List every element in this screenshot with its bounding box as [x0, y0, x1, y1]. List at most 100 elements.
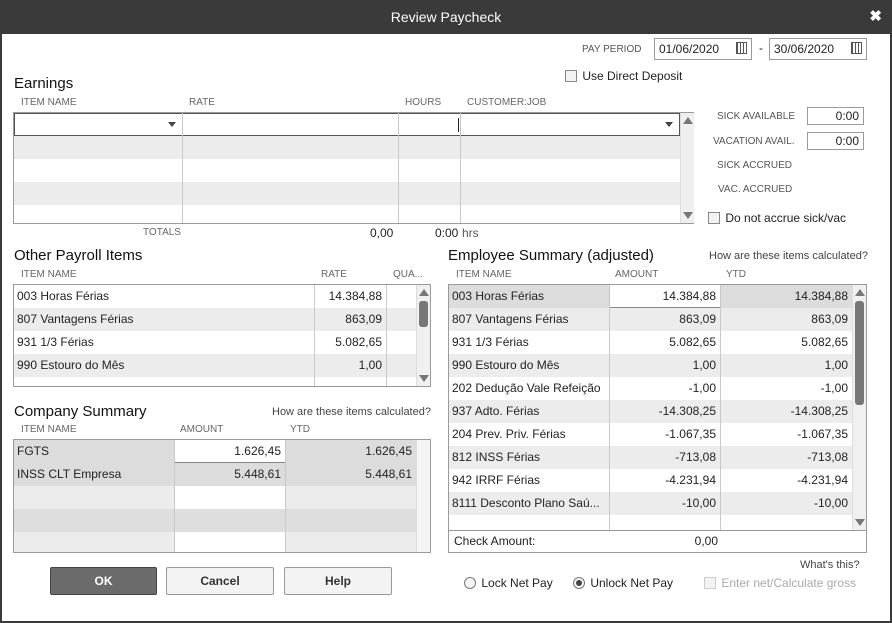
- calendar-icon[interactable]: [851, 42, 862, 54]
- table-row[interactable]: 942 IRRF Férias -4.231,94 -4.231,94: [449, 469, 852, 492]
- table-row[interactable]: [14, 159, 680, 182]
- ytd-cell: -4.231,94: [797, 473, 848, 487]
- table-row[interactable]: 931 1/3 Férias 5.082,65 5.082,65: [449, 331, 852, 354]
- company-summary-scrollbar[interactable]: [416, 440, 430, 552]
- table-row[interactable]: 204 Prev. Priv. Férias -1.067,35 -1.067,35: [449, 423, 852, 446]
- table-row[interactable]: 812 INSS Férias -713,08 -713,08: [449, 446, 852, 469]
- pay-period-from-field[interactable]: 01/06/2020: [654, 38, 752, 60]
- table-row[interactable]: 003 Horas Férias 14.384,88 14.384,88: [449, 285, 852, 308]
- table-row[interactable]: [14, 182, 680, 205]
- scroll-thumb[interactable]: [419, 301, 428, 327]
- ytd-cell: -1.067,35: [797, 427, 848, 441]
- no-accrue-checkbox[interactable]: [708, 211, 720, 224]
- calendar-icon[interactable]: [736, 42, 747, 54]
- table-row[interactable]: FGTS 1.626,45 1.626,45: [14, 440, 417, 463]
- lock-net-pay-option[interactable]: Lock Net Pay: [464, 575, 553, 590]
- table-row[interactable]: 807 Vantagens Férias 863,09: [14, 308, 417, 331]
- earnings-totals-label: TOTALS: [143, 227, 181, 238]
- pay-period-to-value: 30/06/2020: [774, 42, 835, 56]
- direct-deposit-label: Use Direct Deposit: [582, 68, 683, 83]
- other-payroll-grid: 003 Horas Férias 14.384,88 807 Vantagens…: [13, 284, 431, 387]
- scroll-down-icon[interactable]: [683, 212, 693, 219]
- amount-cell: 5.448,61: [234, 467, 281, 481]
- table-row[interactable]: 8111 Desconto Plano Saú... -10,00 -10,00: [449, 492, 852, 515]
- table-row[interactable]: 931 1/3 Férias 5.082,65: [14, 331, 417, 354]
- unlock-net-pay-radio[interactable]: [573, 576, 585, 589]
- rate-cell: 5.082,65: [335, 335, 382, 349]
- ytd-cell: -14.308,25: [790, 404, 848, 418]
- company-header-ytd: YTD: [290, 424, 310, 435]
- table-row[interactable]: [14, 136, 680, 159]
- employee-summary-scrollbar[interactable]: [852, 285, 866, 530]
- item-name-cell: 204 Prev. Priv. Férias: [452, 427, 566, 441]
- employee-summary-title: Employee Summary (adjusted): [448, 247, 654, 264]
- earnings-edit-row[interactable]: [14, 113, 680, 136]
- scroll-up-icon[interactable]: [419, 289, 429, 296]
- item-name-cell: 931 1/3 Férias: [17, 335, 94, 349]
- table-row[interactable]: 807 Vantagens Férias 863,09 863,09: [449, 308, 852, 331]
- table-row[interactable]: 990 Estouro do Mês 1,00: [14, 354, 417, 377]
- no-accrue-checkbox-row[interactable]: Do not accrue sick/vac: [708, 210, 846, 225]
- enter-net-checkbox[interactable]: [704, 576, 716, 589]
- unlock-net-pay-option[interactable]: Unlock Net Pay: [573, 575, 673, 590]
- sick-accrued-label: SICK ACCRUED: [717, 160, 793, 171]
- rate-cell: 863,09: [345, 312, 382, 326]
- vacation-available-field[interactable]: 0:00: [807, 132, 864, 150]
- sick-available-field[interactable]: 0:00: [807, 107, 864, 125]
- ytd-cell: -713,08: [807, 450, 848, 464]
- help-button[interactable]: Help: [284, 567, 392, 595]
- direct-deposit-checkbox-row[interactable]: Use Direct Deposit: [565, 68, 682, 83]
- table-row[interactable]: [14, 532, 417, 552]
- employee-header-ytd: YTD: [726, 269, 746, 280]
- rate-cell: 1,00: [358, 358, 382, 372]
- earnings-title: Earnings: [14, 75, 74, 92]
- cancel-button[interactable]: Cancel: [166, 567, 274, 595]
- company-how-calculated-link[interactable]: How are these items calculated?: [272, 406, 431, 418]
- enter-net-label: Enter net/Calculate gross: [721, 575, 857, 590]
- lock-net-pay-radio[interactable]: [464, 576, 476, 589]
- scroll-up-icon[interactable]: [683, 117, 693, 124]
- company-summary-title: Company Summary: [14, 403, 147, 420]
- employee-how-calculated-link[interactable]: How are these items calculated?: [709, 250, 868, 262]
- scroll-thumb[interactable]: [855, 301, 864, 405]
- vacation-available-label: VACATION AVAIL.: [713, 136, 795, 147]
- lock-net-pay-label: Lock Net Pay: [481, 575, 553, 590]
- enter-net-option[interactable]: Enter net/Calculate gross: [704, 575, 856, 590]
- table-row[interactable]: [14, 486, 417, 509]
- item-name-cell: INSS CLT Empresa: [17, 467, 122, 481]
- table-row[interactable]: INSS CLT Empresa 5.448,61 5.448,61: [14, 463, 417, 486]
- scroll-down-icon[interactable]: [419, 375, 429, 382]
- table-row[interactable]: [14, 205, 680, 223]
- amount-cell: -4.231,94: [665, 473, 716, 487]
- employee-header-amount: AMOUNT: [615, 269, 659, 280]
- table-row[interactable]: [449, 515, 852, 530]
- other-payroll-scrollbar[interactable]: [416, 285, 430, 386]
- pay-period-to-field[interactable]: 30/06/2020: [769, 38, 867, 60]
- scroll-down-icon[interactable]: [855, 519, 865, 526]
- earnings-scrollbar[interactable]: [680, 113, 694, 223]
- scroll-up-icon[interactable]: [855, 289, 865, 296]
- table-row[interactable]: [14, 509, 417, 532]
- item-name-cell: 003 Horas Férias: [449, 285, 609, 308]
- chevron-down-icon[interactable]: [665, 122, 673, 127]
- whats-this-link[interactable]: What's this?: [800, 559, 860, 571]
- close-icon[interactable]: ✖: [869, 8, 882, 25]
- vac-accrued-label: VAC. ACCRUED: [718, 184, 793, 195]
- table-row[interactable]: 937 Adto. Férias -14.308,25 -14.308,25: [449, 400, 852, 423]
- table-row[interactable]: 202 Dedução Vale Refeição -1,00 -1,00: [449, 377, 852, 400]
- ytd-cell: -10,00: [813, 496, 848, 510]
- chevron-down-icon[interactable]: [168, 122, 176, 127]
- ok-button[interactable]: OK: [50, 567, 157, 595]
- column-divider: [460, 113, 461, 223]
- column-divider: [398, 113, 399, 223]
- item-name-cell: 807 Vantagens Férias: [452, 312, 569, 326]
- table-row[interactable]: 003 Horas Férias 14.384,88: [14, 285, 417, 308]
- other-payroll-header-rate: RATE: [321, 269, 347, 280]
- ytd-cell: 5.448,61: [365, 467, 412, 481]
- amount-cell: 1.626,45: [234, 444, 281, 458]
- earnings-total-hours: 0:00: [435, 226, 459, 240]
- direct-deposit-checkbox[interactable]: [565, 69, 577, 82]
- employee-summary-grid: 003 Horas Férias 14.384,88 14.384,88 807 Va…: [448, 284, 867, 531]
- table-row[interactable]: 990 Estouro do Mês 1,00 1,00: [449, 354, 852, 377]
- dialog-body: [0, 34, 892, 623]
